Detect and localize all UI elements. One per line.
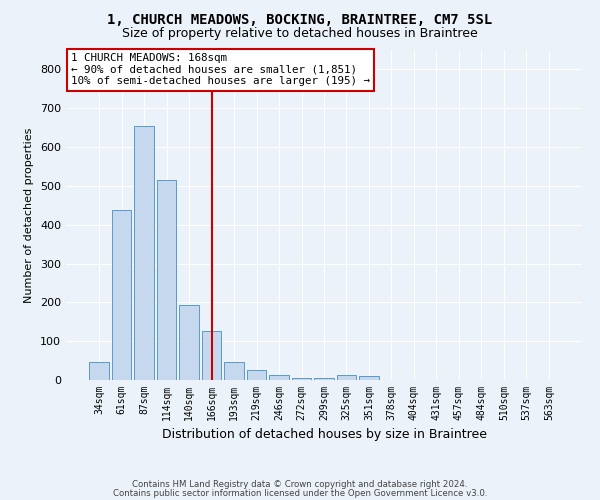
Bar — [179, 305, 199, 380]
Bar — [89, 362, 109, 380]
X-axis label: Distribution of detached houses by size in Braintree: Distribution of detached houses by size … — [161, 428, 487, 442]
Bar — [269, 376, 289, 380]
Bar — [134, 126, 154, 380]
Bar — [337, 376, 356, 380]
Bar — [157, 180, 176, 380]
Bar — [247, 370, 266, 380]
Bar — [359, 376, 379, 380]
Bar — [202, 330, 221, 380]
Text: Contains public sector information licensed under the Open Government Licence v3: Contains public sector information licen… — [113, 489, 487, 498]
Bar — [224, 362, 244, 380]
Text: 1 CHURCH MEADOWS: 168sqm
← 90% of detached houses are smaller (1,851)
10% of sem: 1 CHURCH MEADOWS: 168sqm ← 90% of detach… — [71, 54, 370, 86]
Bar — [112, 210, 131, 380]
Bar — [292, 378, 311, 380]
Text: Size of property relative to detached houses in Braintree: Size of property relative to detached ho… — [122, 28, 478, 40]
Text: 1, CHURCH MEADOWS, BOCKING, BRAINTREE, CM7 5SL: 1, CHURCH MEADOWS, BOCKING, BRAINTREE, C… — [107, 12, 493, 26]
Y-axis label: Number of detached properties: Number of detached properties — [25, 128, 34, 302]
Bar — [314, 378, 334, 380]
Text: Contains HM Land Registry data © Crown copyright and database right 2024.: Contains HM Land Registry data © Crown c… — [132, 480, 468, 489]
